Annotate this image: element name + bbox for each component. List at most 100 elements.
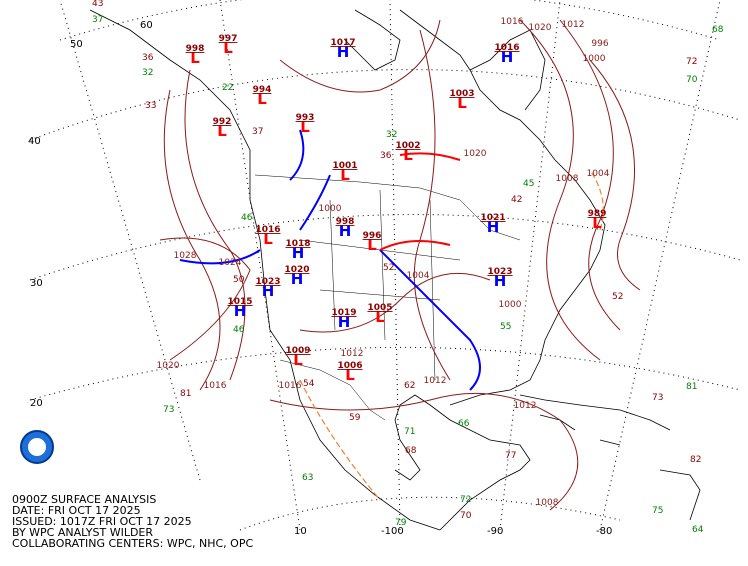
station-value: 43 [92, 0, 103, 9]
caption-line: COLLABORATING CENTERS: WPC, NHC, OPC [12, 537, 253, 550]
station-value: 22 [222, 83, 233, 93]
station-value: 62 [404, 381, 415, 391]
pressure-center-value: 1001 [332, 161, 357, 171]
pressure-center-symbol: L [293, 351, 303, 369]
station-value: 46 [233, 325, 245, 335]
station-value: 59 [349, 413, 361, 423]
pressure-center-value: 1018 [285, 239, 310, 249]
isobar-label: 1020 [529, 23, 552, 33]
pressure-center-value: 1023 [487, 267, 512, 277]
pressure-center-symbol: H [338, 313, 351, 331]
caption-line: 0900Z SURFACE ANALYSIS [12, 493, 156, 506]
pressure-center-value: 1016 [494, 43, 519, 53]
pressure-center-value: 996 [363, 231, 382, 241]
station-value: 37 [92, 15, 103, 25]
station-value: 71 [404, 427, 415, 437]
longitude-label: -100 [381, 526, 404, 537]
pressure-center-value: 1017 [330, 38, 355, 48]
isobar-label: 1012 [562, 20, 585, 30]
noaa-logo [20, 430, 54, 464]
isobar-label: 1024 [219, 258, 242, 268]
latitude-label: 10 [294, 526, 307, 537]
station-value: 36 [380, 151, 392, 161]
latitude-label: 60 [140, 20, 153, 31]
isobar-label: 996 [591, 39, 608, 49]
pressure-center-value: 1020 [284, 265, 309, 275]
isobar-label: 1008 [536, 498, 559, 508]
station-value: 68 [405, 446, 417, 456]
isobar-label: 1016 [501, 17, 524, 27]
pressure-center-symbol: L [263, 230, 273, 248]
pressure-center-value: 1006 [337, 361, 362, 371]
station-value: 73 [652, 393, 663, 403]
station-value: 36 [142, 53, 154, 63]
pressure-center-symbol: H [339, 222, 352, 240]
pressure-center-symbol: H [292, 244, 305, 262]
station-value: 55 [500, 322, 511, 332]
isobar-label: 1004 [587, 169, 610, 179]
station-value: 72 [686, 57, 697, 67]
pressure-center-value: 1005 [367, 303, 392, 313]
station-value: 72 [460, 495, 471, 505]
pressure-center-value: 1002 [395, 141, 420, 151]
latitude-label: 30 [30, 278, 43, 289]
pressure-center-symbol: L [223, 39, 233, 57]
caption-line: DATE: FRI OCT 17 2025 [12, 504, 141, 517]
pressure-center-symbol: H [501, 48, 514, 66]
pressure-center-value: 1009 [285, 346, 310, 356]
pressure-center-symbol: L [375, 308, 385, 326]
fronts [179, 129, 604, 501]
pressure-center-value: 998 [186, 44, 205, 54]
station-value: 52 [383, 263, 394, 273]
station-value: 54 [303, 379, 315, 389]
pressure-center-symbol: L [457, 94, 467, 112]
station-value: 42 [511, 195, 522, 205]
pressure-center-value: 1023 [255, 277, 280, 287]
isobar-label: 1016 [204, 381, 227, 391]
station-value: 32 [142, 68, 153, 78]
station-value: 32 [386, 130, 397, 140]
longitude-label: -80 [596, 526, 612, 537]
isobar-label: 1000 [499, 300, 522, 310]
isobar-label: 1012 [341, 349, 364, 359]
pressure-center-symbol: L [300, 118, 310, 136]
longitude-label: -90 [487, 526, 503, 537]
station-value: 64 [692, 525, 704, 535]
isobars [159, 19, 641, 511]
pressure-center-symbol: L [217, 122, 227, 140]
pressure-center-value: 1015 [227, 297, 252, 307]
pressure-center-value: 997 [219, 34, 238, 44]
isobar-label: 1016 [279, 381, 302, 391]
pressure-center-symbol: H [262, 282, 275, 300]
pressure-center-symbol: H [234, 302, 247, 320]
isobar-label: 1020 [157, 361, 180, 371]
station-value: 45 [523, 179, 534, 189]
pressure-center-value: 989 [588, 209, 607, 219]
isobar-label: 1020 [464, 149, 487, 159]
pressure-center-symbol: L [257, 90, 267, 108]
pressure-center-value: 994 [253, 85, 272, 95]
isobar-label: 1012 [424, 376, 447, 386]
pressure-center-symbol: L [592, 214, 602, 232]
pressure-center-symbol: H [291, 270, 304, 288]
caption-line: ISSUED: 1017Z FRI OCT 17 2025 [12, 515, 192, 528]
pressure-center-value: 998 [336, 217, 355, 227]
station-value: 50 [233, 275, 245, 285]
pressure-center-symbol: L [403, 146, 413, 164]
isobar-label: 1004 [407, 271, 430, 281]
isobar-label: 1012 [514, 401, 537, 411]
isobar-label: 1000 [319, 204, 342, 214]
pressure-center-symbol: H [487, 218, 500, 236]
station-value: 66 [458, 419, 470, 429]
pressure-center-value: 1021 [480, 213, 505, 223]
isobar-label: 1028 [174, 251, 197, 261]
pressure-center-symbol: H [494, 272, 507, 290]
station-value: 73 [163, 405, 174, 415]
pressure-center-symbol: L [340, 166, 350, 184]
caption-line: BY WPC ANALYST WILDER [12, 526, 153, 539]
pressure-center-symbol: L [345, 366, 355, 384]
station-value: 77 [505, 451, 516, 461]
